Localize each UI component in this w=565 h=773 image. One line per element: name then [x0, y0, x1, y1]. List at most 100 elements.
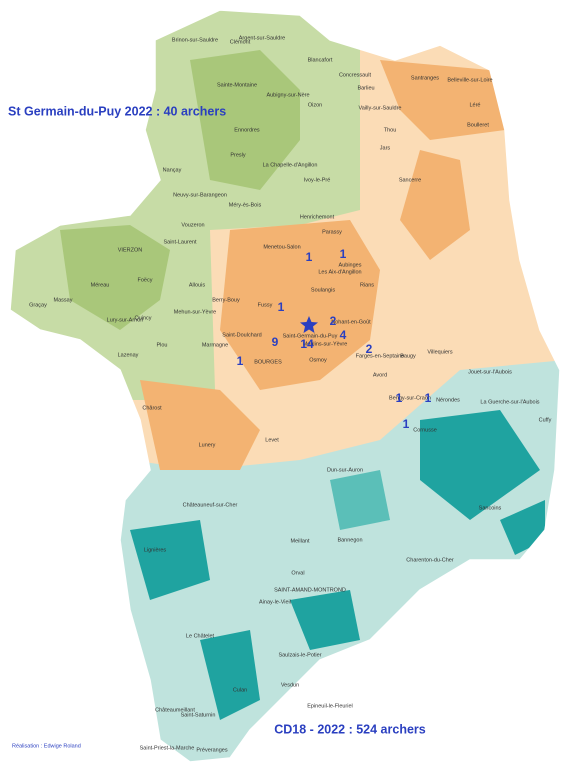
commune-label: Avord [373, 372, 387, 378]
east-orange [380, 60, 505, 140]
commune-label: Allouis [189, 282, 205, 288]
commune-label: Barlieu [357, 85, 374, 91]
department-outline [9, 9, 561, 763]
commune-label: Cuffy [539, 417, 552, 423]
commune-label: La Chapelle-d'Angillon [263, 162, 318, 168]
commune-label: Sancoins [479, 505, 502, 511]
south-dark-1 [130, 520, 210, 600]
commune-label: Châteaumeillant [155, 707, 195, 713]
commune-label: Osmoy [309, 357, 327, 363]
commune-label: Berry-Bouy [212, 297, 240, 303]
commune-label: Bengy-sur-Craon [389, 395, 431, 401]
commune-label: Aubigny-sur-Nère [266, 92, 309, 98]
commune-label: Santranges [411, 75, 439, 81]
commune-label: Châteauneuf-sur-Cher [183, 502, 238, 508]
north-dark [190, 50, 300, 190]
commune-label: Oizon [308, 102, 322, 108]
commune-label: Préveranges [196, 747, 227, 753]
commune-label: Saint-Germain-du-Puy [283, 333, 338, 339]
commune-label: Boulleret [467, 122, 489, 128]
south-dark-5 [500, 500, 545, 555]
commune-label: Saint-Laurent [163, 239, 196, 245]
commune-label: Nohant-en-Goût [331, 319, 371, 325]
club-star [300, 316, 318, 333]
commune-label: BOURGES [254, 359, 282, 365]
commune-label: Farges-en-Septaine [356, 353, 405, 359]
commune-label: Vouzeron [181, 222, 204, 228]
commune-label: Méry-ès-Bois [229, 202, 262, 208]
archer-count: 1 [237, 354, 244, 368]
commune-label: Thou [384, 127, 397, 133]
commune-label: Ivoy-le-Pré [304, 177, 331, 183]
bourges-orange [220, 220, 380, 390]
commune-label: Plou [156, 342, 167, 348]
southwest-orange [140, 380, 260, 470]
commune-label: Cornusse [413, 427, 437, 433]
commune-label: Les Aix-d'Angillon [318, 269, 361, 275]
commune-label: Saint-Priest-la-Marche [140, 745, 195, 751]
commune-label: Chârost [142, 405, 162, 411]
west-dark [60, 225, 170, 330]
commune-label: Clémont [230, 39, 251, 45]
south-dark-4 [200, 630, 260, 720]
commune-label: Saulzais-le-Potier [278, 652, 321, 658]
commune-label: Belleville-sur-Loire [447, 77, 492, 83]
commune-label: Concressault [339, 72, 372, 78]
commune-label: Quincy [134, 315, 151, 321]
sancerrois-orange [400, 150, 470, 260]
commune-label: Ennordres [234, 127, 260, 133]
south-dark-3 [290, 590, 360, 650]
archer-count: 4 [340, 328, 347, 342]
commune-label: Jars [380, 145, 391, 151]
archer-count: 1 [425, 391, 432, 405]
commune-label: Culan [233, 687, 247, 693]
commune-label: Blancafort [308, 57, 333, 63]
commune-label: Dun-sur-Auron [327, 467, 363, 473]
archer-count: 1 [403, 417, 410, 431]
archer-count: 9 [272, 335, 279, 349]
commune-label: Bannegon [337, 537, 362, 543]
archer-count: 1 [396, 391, 403, 405]
commune-label: Brinon-sur-Sauldre [172, 37, 218, 43]
archer-count: 1 [306, 250, 313, 264]
commune-label: Menetou-Salon [263, 244, 300, 250]
commune-label: Henrichemont [300, 214, 335, 220]
commune-label: Nérondes [436, 397, 460, 403]
credit: Réalisation : Edwige Roland [12, 743, 81, 749]
commune-label: Neuvy-sur-Barangeon [173, 192, 227, 198]
commune-label: Aubinges [339, 262, 362, 268]
commune-label: Parassy [322, 229, 342, 235]
map-subtitle: CD18 - 2022 : 524 archers [274, 722, 426, 736]
commune-label: Le Châtelet [186, 633, 215, 639]
commune-label: Moulins-sur-Yèvre [303, 341, 348, 347]
commune-label: Saint-Saturnin [181, 712, 216, 718]
commune-label: Baugy [400, 353, 416, 359]
south-dark-2 [420, 410, 540, 520]
commune-label: Lignières [144, 547, 167, 553]
commune-label: Lunery [199, 442, 216, 448]
commune-label: Fussy [258, 302, 273, 308]
commune-label: Foëcy [138, 277, 153, 283]
commune-label: Levet [265, 437, 279, 443]
archer-count: 2 [330, 314, 337, 328]
commune-label: Méreau [91, 282, 110, 288]
commune-label: Meillant [291, 538, 310, 544]
commune-label: Saint-Doulchard [222, 332, 261, 338]
commune-label: Lazenay [118, 352, 139, 358]
commune-label: Presly [230, 152, 246, 158]
archer-count: 1 [278, 300, 285, 314]
commune-label: Sainte-Montaine [217, 82, 257, 88]
commune-label: Argent-sur-Sauldre [239, 35, 285, 41]
commune-label: Massay [54, 297, 73, 303]
commune-label: Epineuil-le-Fleuriel [307, 703, 353, 709]
commune-label: Sancerre [399, 177, 421, 183]
archer-count: 2 [366, 342, 373, 356]
commune-label: Vailly-sur-Sauldre [359, 105, 402, 111]
commune-label: Graçay [29, 302, 47, 308]
commune-label: Jouet-sur-l'Aubois [468, 369, 512, 375]
commune-label: Orval [291, 570, 304, 576]
south-mid-1 [330, 470, 390, 530]
commune-label: SAINT-AMAND-MONTROND [274, 587, 346, 593]
commune-label: Léré [469, 102, 480, 108]
